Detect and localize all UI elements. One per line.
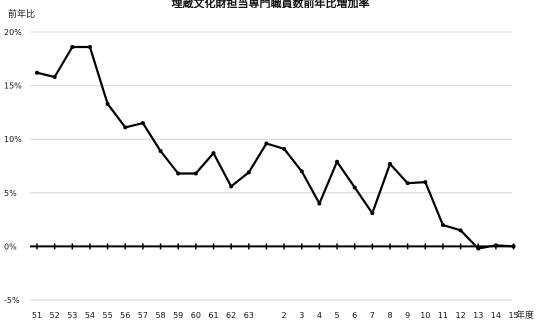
x-tick-label: 15 — [508, 311, 518, 320]
x-tick-label: 8 — [387, 311, 392, 320]
x-tick-label: 3 — [299, 311, 304, 320]
series-line — [36, 45, 514, 250]
y-tick-label: 10% — [4, 135, 22, 144]
x-tick-label: 13 — [473, 311, 483, 320]
data-point — [405, 181, 410, 186]
data-point — [52, 75, 57, 80]
data-point — [229, 184, 234, 189]
x-tick-label: 12 — [456, 311, 466, 320]
data-point — [493, 243, 498, 248]
x-tick-label: 14 — [491, 311, 501, 320]
data-point — [352, 185, 357, 190]
y-axis-ticks: -5% 0% 5% 10% 15% 20% — [4, 28, 22, 305]
y-tick-label: 5% — [4, 189, 17, 198]
gridlines — [30, 31, 512, 301]
y-tick-label: 20% — [4, 28, 22, 37]
y-tick-label: -5% — [4, 296, 20, 305]
data-point — [176, 171, 181, 176]
x-tick-label: 7 — [370, 311, 375, 320]
x-tick-label: 60 — [191, 311, 201, 320]
data-point — [123, 125, 128, 130]
y-tick-label: 15% — [4, 82, 22, 91]
x-tick-label: 51 — [32, 311, 42, 320]
x-tick-label: 5 — [335, 311, 340, 320]
chart-title: 埋蔵文化財担当専門職員数前年比増加率 — [171, 0, 370, 8]
x-tick-label: 54 — [85, 311, 95, 320]
x-axis-ticks: 51 52 53 54 55 56 57 58 59 60 61 62 63 2 3 4 5 6 7 8 9 10 11 12… — [32, 243, 519, 320]
data-point — [317, 201, 322, 206]
data-point — [140, 121, 145, 126]
data-point — [282, 146, 287, 151]
x-tick-label: 10 — [420, 311, 430, 320]
data-point — [511, 244, 516, 249]
data-point — [158, 148, 163, 153]
x-tick-label: 6 — [352, 311, 357, 320]
data-point — [264, 141, 269, 146]
data-point — [440, 222, 445, 227]
x-tick-label: 61 — [208, 311, 218, 320]
data-point — [370, 211, 375, 216]
x-tick-label: 2 — [282, 311, 287, 320]
data-point — [193, 171, 198, 176]
x-tick-label: 57 — [138, 311, 148, 320]
x-tick-label: 9 — [405, 311, 410, 320]
x-tick-label: 56 — [120, 311, 130, 320]
data-point — [423, 180, 428, 185]
x-tick-label: 53 — [67, 311, 77, 320]
y-tick-label: 0% — [4, 242, 17, 251]
y-axis-label: 前年比 — [8, 8, 35, 20]
data-point — [70, 45, 75, 50]
x-tick-label: 59 — [173, 311, 183, 320]
data-point — [476, 246, 481, 251]
x-tick-label: 4 — [317, 311, 322, 320]
data-point — [105, 101, 110, 106]
data-point — [35, 70, 39, 75]
x-tick-label: 62 — [226, 311, 236, 320]
data-point — [211, 151, 216, 156]
data-points — [35, 45, 516, 251]
x-tick-label: 52 — [50, 311, 60, 320]
x-tick-label: 58 — [155, 311, 165, 320]
data-point — [246, 170, 251, 175]
x-axis-label: 年度 — [516, 309, 534, 321]
data-point — [458, 228, 463, 233]
x-tick-label: 63 — [244, 311, 254, 320]
data-point — [335, 159, 340, 164]
data-point — [87, 45, 92, 50]
data-point — [299, 169, 304, 174]
data-point — [388, 161, 392, 166]
x-tick-label: 55 — [103, 311, 113, 320]
x-tick-label: 11 — [438, 311, 448, 320]
